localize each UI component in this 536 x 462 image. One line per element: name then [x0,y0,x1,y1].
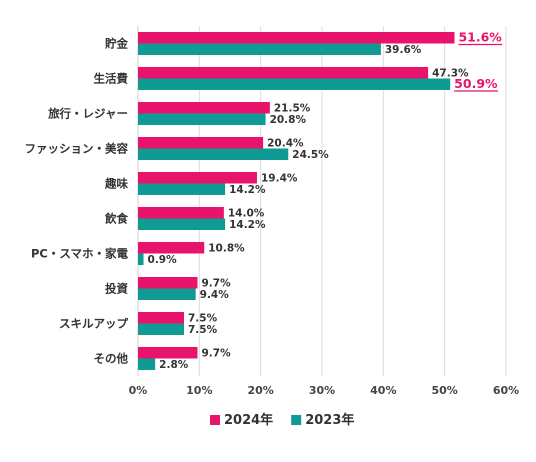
legend-swatch [210,415,220,425]
x-tick-label: 10% [186,384,212,397]
x-tick-label: 40% [370,384,396,397]
category-label: 貯金 [105,37,128,51]
x-tick-label: 20% [247,384,273,397]
x-tick-label: 50% [431,384,457,397]
bar-2024 [138,172,257,184]
bar-2023 [138,288,196,300]
legend-label: 2024年 [224,412,273,428]
bar-2023 [138,183,226,195]
value-label: 9.4% [200,289,230,301]
value-label: 9.7% [201,278,231,290]
category-label: 旅行・レジャー [48,107,128,121]
x-tick-label: 60% [493,384,519,397]
category-label: スキルアップ [59,317,128,331]
value-label: 14.2% [229,219,266,231]
category-label: ファッション・美容 [25,142,129,156]
category-label: 趣味 [104,177,128,191]
bar-2024 [138,242,205,254]
x-tick-label: 0% [129,384,148,397]
legend-label: 2023年 [305,412,354,428]
category-label: 飲食 [104,212,128,226]
legend: 2024年 2023年 [210,412,354,428]
value-label: 19.4% [261,173,298,185]
bar-2023 [138,113,266,125]
bar-2023 [138,253,144,265]
value-label: 14.2% [229,184,266,196]
value-label: 14.0% [228,208,265,220]
x-tick-label: 30% [309,384,335,397]
bar-group [138,32,455,370]
bar-2024 [138,312,184,324]
bar-2024 [138,102,270,114]
value-labels: 51.6% 39.6% 47.3%50.9% 21.5%20.8% 20.4%24.5%… [148,30,503,371]
value-label: 51.6% [458,30,502,45]
bar-2024 [138,137,264,149]
legend-swatch [291,415,302,425]
value-label: 39.6% [385,44,422,56]
value-label: 24.5% [292,149,329,161]
bar-2023 [138,323,184,335]
bar-2024 [138,277,198,289]
value-label: 20.8% [270,114,307,126]
value-label: 50.9% [454,76,498,91]
bar-2023 [138,43,381,55]
value-label: 21.5% [274,103,311,115]
value-label: 7.5% [188,324,218,336]
bar-2023 [138,358,156,370]
value-label: 20.4% [267,138,304,150]
value-label: 0.9% [148,254,178,266]
bar-2024 [138,347,198,359]
bar-2023 [138,218,226,230]
value-label: 47.3% [432,68,469,80]
bar-2024 [138,32,455,44]
category-label: 投資 [105,282,128,296]
category-label: その他 [94,352,129,366]
value-label: 9.7% [201,348,231,360]
category-label: PC・スマホ・家電 [31,247,129,261]
bar-2023 [138,78,451,90]
value-label: 7.5% [188,313,218,325]
value-label: 2.8% [159,359,189,371]
category-label: 生活費 [94,72,129,86]
bar-2023 [138,148,289,160]
value-label: 10.8% [208,243,245,255]
x-tick-labels: 0% 10% 20% 30% 40% 50% 60% [129,384,520,397]
bar-2024 [138,67,429,79]
bar-2024 [138,207,224,219]
